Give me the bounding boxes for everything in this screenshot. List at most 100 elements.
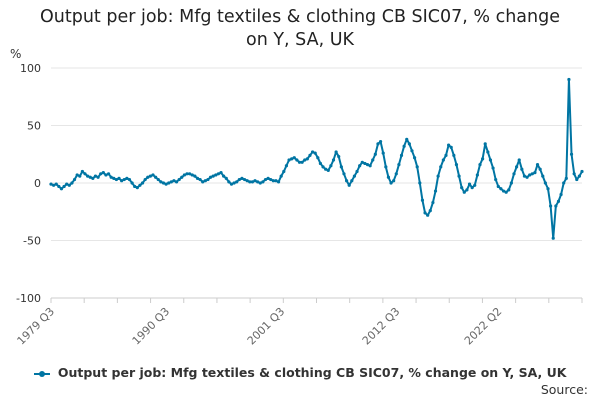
data-point[interactable] bbox=[567, 77, 571, 82]
data-point[interactable] bbox=[449, 145, 453, 149]
data-point[interactable] bbox=[339, 165, 343, 169]
data-point[interactable] bbox=[541, 174, 545, 178]
data-point[interactable] bbox=[177, 177, 181, 182]
data-point[interactable] bbox=[491, 166, 495, 170]
data-point[interactable] bbox=[316, 156, 320, 160]
data-point[interactable] bbox=[334, 150, 338, 154]
data-point[interactable] bbox=[290, 157, 294, 161]
data-point[interactable] bbox=[512, 172, 516, 176]
data-point[interactable] bbox=[258, 181, 262, 185]
data-point[interactable] bbox=[436, 174, 440, 178]
data-point[interactable] bbox=[122, 177, 126, 182]
data-point[interactable] bbox=[467, 182, 472, 186]
data-point[interactable] bbox=[444, 153, 448, 157]
data-point[interactable] bbox=[465, 188, 469, 192]
data-point[interactable] bbox=[130, 181, 134, 185]
data-point[interactable] bbox=[154, 175, 158, 179]
data-point[interactable] bbox=[441, 158, 445, 162]
data-point[interactable] bbox=[423, 211, 427, 215]
data-point[interactable] bbox=[72, 177, 77, 182]
data-point[interactable] bbox=[188, 172, 192, 176]
data-point[interactable] bbox=[329, 164, 333, 168]
data-point[interactable] bbox=[331, 158, 336, 162]
data-point[interactable] bbox=[201, 180, 205, 184]
data-point[interactable] bbox=[475, 173, 479, 177]
data-point[interactable] bbox=[104, 173, 108, 177]
data-point[interactable] bbox=[481, 157, 485, 161]
data-point[interactable] bbox=[318, 161, 323, 166]
data-point[interactable] bbox=[452, 153, 456, 157]
data-point[interactable] bbox=[321, 165, 325, 169]
data-point[interactable] bbox=[135, 186, 139, 190]
data-point[interactable] bbox=[418, 181, 422, 185]
data-point[interactable] bbox=[447, 143, 451, 147]
data-point[interactable] bbox=[324, 167, 328, 171]
data-point[interactable] bbox=[232, 181, 236, 185]
legend[interactable]: Output per job: Mfg textiles & clothing … bbox=[0, 365, 600, 380]
data-point[interactable] bbox=[525, 175, 529, 179]
data-point[interactable] bbox=[101, 171, 105, 175]
data-point[interactable] bbox=[256, 180, 260, 184]
data-point[interactable] bbox=[91, 176, 95, 180]
data-point[interactable] bbox=[88, 175, 92, 179]
data-point[interactable] bbox=[399, 153, 404, 157]
data-point[interactable] bbox=[554, 204, 558, 208]
data-point[interactable] bbox=[355, 169, 359, 174]
data-point[interactable] bbox=[169, 180, 173, 184]
data-point[interactable] bbox=[245, 179, 249, 183]
data-point[interactable] bbox=[483, 142, 487, 146]
data-point[interactable] bbox=[75, 173, 79, 177]
data-point[interactable] bbox=[407, 142, 411, 146]
data-point[interactable] bbox=[522, 174, 527, 178]
data-point[interactable] bbox=[266, 176, 270, 180]
data-point[interactable] bbox=[227, 180, 231, 184]
data-point[interactable] bbox=[271, 179, 275, 183]
data-point[interactable] bbox=[478, 163, 482, 167]
data-point[interactable] bbox=[363, 161, 367, 166]
data-point[interactable] bbox=[151, 173, 155, 177]
data-point[interactable] bbox=[161, 181, 166, 185]
data-point[interactable] bbox=[67, 183, 71, 187]
data-point[interactable] bbox=[148, 174, 152, 178]
data-point[interactable] bbox=[269, 177, 273, 182]
data-point[interactable] bbox=[185, 172, 189, 176]
data-point[interactable] bbox=[261, 180, 265, 184]
data-point[interactable] bbox=[65, 182, 69, 186]
data-point[interactable] bbox=[250, 180, 255, 184]
data-point[interactable] bbox=[360, 160, 364, 164]
data-point[interactable] bbox=[193, 174, 197, 178]
data-point[interactable] bbox=[530, 172, 534, 176]
data-point[interactable] bbox=[535, 163, 540, 167]
data-point[interactable] bbox=[229, 182, 234, 186]
data-point[interactable] bbox=[509, 181, 513, 185]
data-point[interactable] bbox=[172, 179, 176, 183]
data-point[interactable] bbox=[140, 181, 145, 185]
data-point[interactable] bbox=[433, 189, 438, 193]
data-point[interactable] bbox=[517, 158, 521, 162]
data-point[interactable] bbox=[117, 176, 121, 180]
data-point[interactable] bbox=[313, 151, 317, 155]
data-point[interactable] bbox=[402, 144, 406, 148]
data-point[interactable] bbox=[460, 186, 464, 190]
data-point[interactable] bbox=[365, 163, 370, 167]
data-point[interactable] bbox=[96, 175, 100, 179]
data-point[interactable] bbox=[127, 177, 132, 182]
data-point[interactable] bbox=[501, 189, 506, 193]
data-point[interactable] bbox=[352, 174, 357, 178]
data-point[interactable] bbox=[206, 177, 210, 182]
data-point[interactable] bbox=[405, 137, 409, 141]
data-point[interactable] bbox=[538, 167, 542, 171]
data-point[interactable] bbox=[546, 187, 550, 191]
data-point[interactable] bbox=[439, 165, 443, 169]
data-point[interactable] bbox=[371, 158, 375, 162]
data-point[interactable] bbox=[159, 180, 163, 184]
data-point[interactable] bbox=[214, 173, 218, 177]
data-point[interactable] bbox=[248, 180, 252, 184]
data-point[interactable] bbox=[412, 156, 417, 160]
data-point[interactable] bbox=[562, 181, 566, 185]
data-point[interactable] bbox=[347, 183, 351, 187]
data-point[interactable] bbox=[253, 179, 257, 183]
data-point[interactable] bbox=[488, 158, 493, 162]
data-point[interactable] bbox=[62, 184, 66, 189]
data-point[interactable] bbox=[86, 174, 90, 178]
